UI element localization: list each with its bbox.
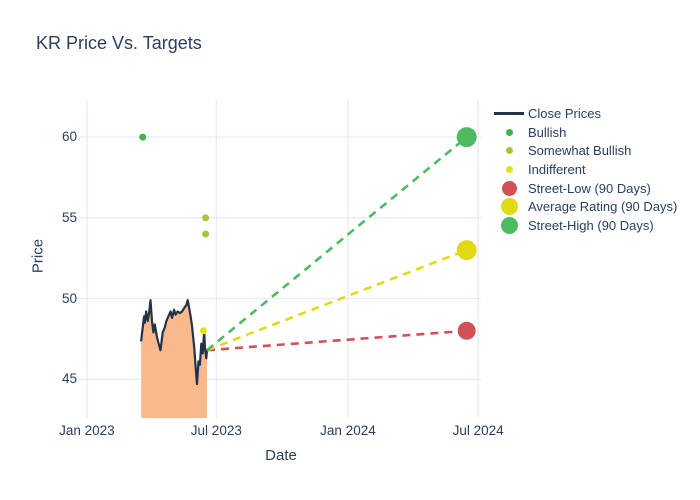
target-line-2 bbox=[206, 136, 468, 352]
legend-item[interactable]: Average Rating (90 Days) bbox=[492, 197, 677, 216]
rating-marker bbox=[202, 214, 210, 222]
legend-label: Average Rating (90 Days) bbox=[528, 199, 678, 215]
x-tick-label: Jan 2023 bbox=[59, 423, 115, 438]
target-marker-2 bbox=[456, 127, 477, 148]
legend-dot-swatch bbox=[492, 165, 526, 173]
rating-marker bbox=[202, 230, 210, 238]
legend-label: Close Prices bbox=[528, 105, 601, 121]
target-marker-1 bbox=[456, 240, 477, 261]
x-tick-label: Jul 2024 bbox=[452, 423, 504, 438]
chart-title: KR Price Vs. Targets bbox=[36, 33, 202, 53]
legend-item[interactable]: Indifferent bbox=[492, 160, 677, 179]
y-tick-label: 50 bbox=[61, 290, 77, 306]
close-prices-area bbox=[141, 300, 207, 418]
legend-item[interactable]: Street-Low (90 Days) bbox=[492, 179, 677, 198]
legend-item[interactable]: Close Prices bbox=[492, 104, 677, 123]
target-marker-0 bbox=[457, 321, 476, 340]
x-axis-title: Date bbox=[265, 447, 297, 464]
legend-label: Indifferent bbox=[528, 161, 586, 177]
legend-label: Bullish bbox=[528, 124, 567, 140]
y-tick-label: 55 bbox=[61, 209, 77, 225]
legend-dot-swatch bbox=[492, 147, 526, 155]
legend-dot-swatch bbox=[492, 128, 526, 136]
rating-marker bbox=[200, 327, 207, 335]
rating-marker bbox=[139, 133, 147, 141]
legend-dot-swatch bbox=[492, 216, 526, 234]
legend: Close Prices Bullish Somewhat Bullish Indif… bbox=[492, 104, 677, 235]
legend-label: Somewhat Bullish bbox=[528, 143, 632, 159]
y-tick-label: 45 bbox=[61, 371, 77, 387]
target-line-0 bbox=[206, 329, 467, 352]
close-prices-line bbox=[140, 299, 209, 386]
x-tick-label: Jan 2024 bbox=[320, 423, 376, 438]
x-tick-label: Jul 2023 bbox=[190, 423, 242, 438]
legend-item[interactable]: Street-High (90 Days) bbox=[492, 216, 677, 235]
legend-item[interactable]: Somewhat Bullish bbox=[492, 141, 677, 160]
legend-dot-swatch bbox=[492, 198, 526, 216]
y-axis-title: Price bbox=[29, 238, 47, 274]
legend-item[interactable]: Bullish bbox=[492, 123, 677, 142]
legend-line-swatch bbox=[492, 112, 526, 115]
legend-dot-swatch bbox=[492, 180, 526, 196]
target-line-1 bbox=[206, 248, 468, 352]
legend-label: Street-Low (90 Days) bbox=[528, 180, 651, 196]
y-tick-label: 60 bbox=[61, 129, 77, 145]
legend-label: Street-High (90 Days) bbox=[528, 217, 654, 233]
